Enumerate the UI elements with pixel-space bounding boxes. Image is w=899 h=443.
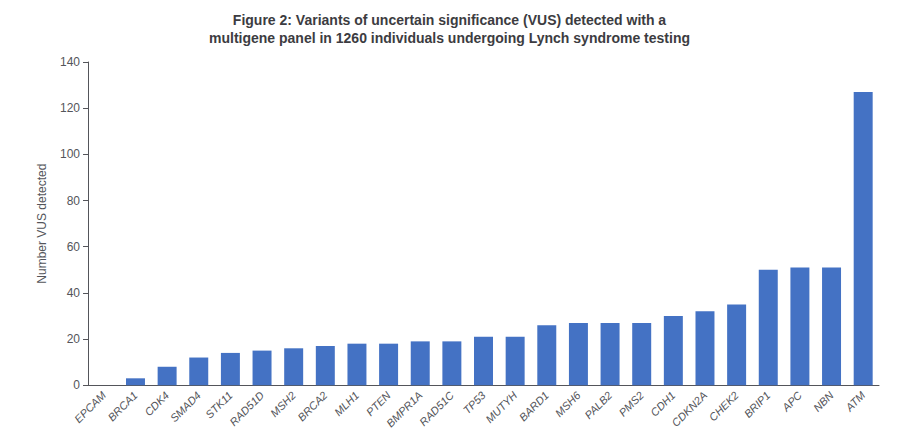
svg-text:BRCA2: BRCA2 <box>295 389 329 423</box>
svg-text:TP53: TP53 <box>461 388 489 416</box>
svg-text:MUTYH: MUTYH <box>483 389 519 425</box>
svg-text:APC: APC <box>779 389 804 414</box>
svg-text:MSH2: MSH2 <box>268 389 298 419</box>
svg-text:20: 20 <box>67 332 81 346</box>
svg-text:PALB2: PALB2 <box>582 389 614 421</box>
svg-text:140: 140 <box>60 55 80 69</box>
svg-text:EPCAM: EPCAM <box>72 388 109 425</box>
svg-text:multigene panel in 1260 indivi: multigene panel in 1260 individuals unde… <box>209 30 690 46</box>
svg-text:BMPR1A: BMPR1A <box>384 389 424 429</box>
svg-text:CDK4: CDK4 <box>142 389 171 418</box>
svg-text:PMS2: PMS2 <box>616 389 646 419</box>
svg-text:ATM: ATM <box>842 388 868 414</box>
svg-text:PTEN: PTEN <box>364 389 393 418</box>
svg-text:CHEK2: CHEK2 <box>706 389 740 423</box>
svg-text:RAD51C: RAD51C <box>417 389 456 428</box>
svg-text:SMAD4: SMAD4 <box>168 389 203 424</box>
svg-text:Number VUS detected: Number VUS detected <box>35 164 49 284</box>
svg-text:80: 80 <box>67 194 81 208</box>
svg-text:MLH1: MLH1 <box>332 389 361 418</box>
svg-text:40: 40 <box>67 286 81 300</box>
svg-text:MSH6: MSH6 <box>553 388 584 419</box>
svg-text:RAD51D: RAD51D <box>227 389 266 428</box>
svg-text:CDKN2A: CDKN2A <box>669 389 709 429</box>
svg-text:60: 60 <box>67 240 81 254</box>
svg-text:BRIP1: BRIP1 <box>742 389 773 420</box>
svg-text:STK11: STK11 <box>203 389 235 421</box>
svg-text:0: 0 <box>73 378 80 392</box>
svg-text:NBN: NBN <box>811 389 836 414</box>
svg-text:120: 120 <box>60 101 80 115</box>
svg-text:100: 100 <box>60 147 80 161</box>
svg-text:Figure 2: Variants of uncertai: Figure 2: Variants of uncertain signific… <box>233 12 667 28</box>
svg-text:BRCA1: BRCA1 <box>105 389 139 423</box>
svg-text:BARD1: BARD1 <box>517 389 551 423</box>
svg-text:CDH1: CDH1 <box>648 389 678 419</box>
